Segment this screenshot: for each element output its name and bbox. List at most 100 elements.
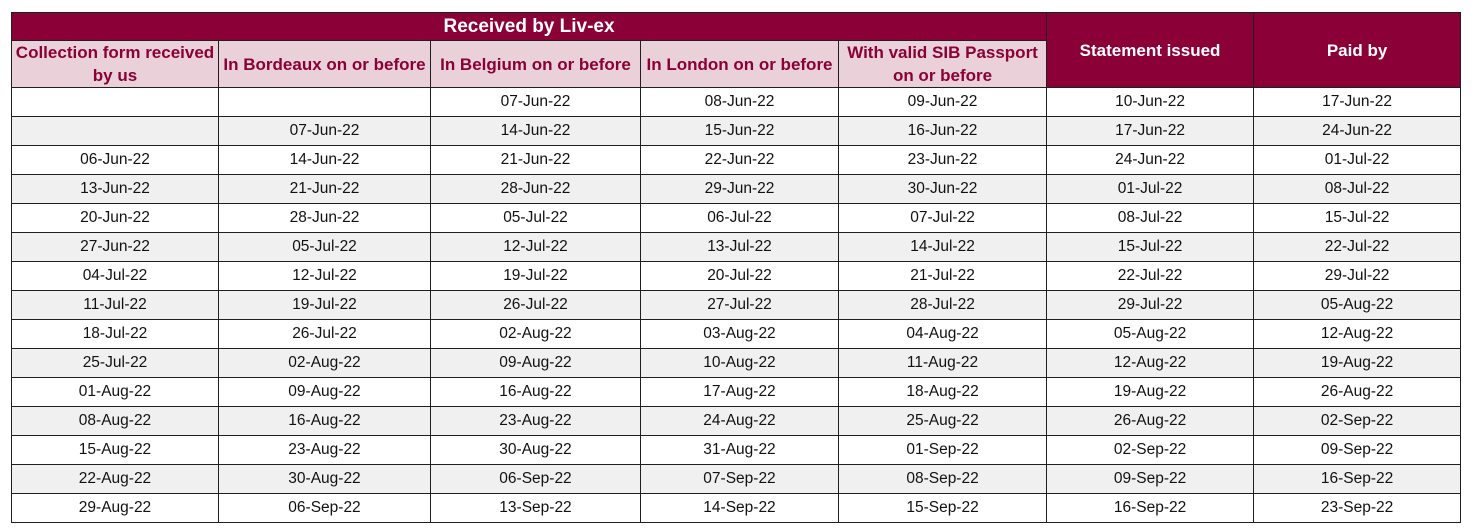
table-cell: 29-Jul-22 bbox=[1046, 290, 1255, 320]
table-cell: 20-Jun-22 bbox=[11, 203, 219, 233]
table-cell: 13-Jun-22 bbox=[11, 174, 219, 204]
schedule-table-container: Received by Liv-ex Statement issued Paid… bbox=[10, 12, 1462, 523]
table-cell: 11-Jul-22 bbox=[11, 290, 219, 320]
column-header-bordeaux: In Bordeaux on or before bbox=[218, 40, 431, 88]
table-cell: 01-Jul-22 bbox=[1253, 145, 1462, 175]
table-cell: 29-Jun-22 bbox=[640, 174, 839, 204]
table-cell: 21-Jun-22 bbox=[218, 174, 431, 204]
table-cell: 08-Jul-22 bbox=[1253, 174, 1462, 204]
column-header-belgium: In Belgium on or before bbox=[430, 40, 641, 88]
table-cell: 22-Jul-22 bbox=[1253, 232, 1462, 262]
table-cell: 30-Aug-22 bbox=[218, 464, 431, 494]
table-cell: 09-Sep-22 bbox=[1253, 435, 1462, 465]
table-cell: 01-Aug-22 bbox=[11, 377, 219, 407]
table-cell: 08-Sep-22 bbox=[837, 464, 1048, 494]
table-row: 01-Aug-22 09-Aug-22 16-Aug-22 17-Aug-22 18-A… bbox=[11, 377, 1462, 407]
table-cell: 29-Jul-22 bbox=[1253, 261, 1462, 291]
table-row: 27-Jun-22 05-Jul-22 12-Jul-22 13-Jul-22 14-J… bbox=[11, 232, 1462, 262]
table-cell: 19-Jul-22 bbox=[218, 290, 431, 320]
table-cell: 17-Jun-22 bbox=[1253, 87, 1462, 117]
table-cell: 15-Aug-22 bbox=[11, 435, 219, 465]
table-cell: 11-Aug-22 bbox=[837, 348, 1048, 378]
table-cell: 28-Jul-22 bbox=[837, 290, 1048, 320]
table-cell: 16-Aug-22 bbox=[430, 377, 641, 407]
table-cell: 04-Jul-22 bbox=[11, 261, 219, 291]
table-cell: 19-Aug-22 bbox=[1253, 348, 1462, 378]
table-cell: 15-Jul-22 bbox=[1253, 203, 1462, 233]
table-cell: 26-Jul-22 bbox=[430, 290, 641, 320]
table-cell: 02-Sep-22 bbox=[1046, 435, 1255, 465]
table-cell bbox=[218, 87, 431, 117]
table-cell: 28-Jun-22 bbox=[218, 203, 431, 233]
table-cell: 30-Jun-22 bbox=[837, 174, 1048, 204]
table-cell: 18-Jul-22 bbox=[11, 319, 219, 349]
group-header-received-by-livex: Received by Liv-ex bbox=[10, 12, 1048, 41]
table-cell: 16-Sep-22 bbox=[1046, 493, 1255, 523]
table-cell: 23-Jun-22 bbox=[837, 145, 1048, 175]
table-cell: 12-Aug-22 bbox=[1046, 348, 1255, 378]
table-cell bbox=[11, 116, 219, 146]
table-cell: 08-Aug-22 bbox=[11, 406, 219, 436]
table-cell: 06-Jul-22 bbox=[640, 203, 839, 233]
table-row: 08-Aug-22 16-Aug-22 23-Aug-22 24-Aug-22 25-A… bbox=[11, 406, 1462, 436]
settlement-schedule-table: Received by Liv-ex Statement issued Paid… bbox=[10, 12, 1462, 523]
table-cell: 22-Jun-22 bbox=[640, 145, 839, 175]
table-cell: 24-Jun-22 bbox=[1046, 145, 1255, 175]
column-header-london: In London on or before bbox=[640, 40, 839, 88]
table-cell: 14-Jun-22 bbox=[430, 116, 641, 146]
table-cell: 05-Aug-22 bbox=[1253, 290, 1462, 320]
table-cell: 22-Aug-22 bbox=[11, 464, 219, 494]
table-row: 25-Jul-22 02-Aug-22 09-Aug-22 10-Aug-22 11-A… bbox=[11, 348, 1462, 378]
table-cell: 02-Aug-22 bbox=[218, 348, 431, 378]
table-cell: 30-Aug-22 bbox=[430, 435, 641, 465]
table-cell: 09-Aug-22 bbox=[430, 348, 641, 378]
table-cell: 21-Jun-22 bbox=[430, 145, 641, 175]
table-cell: 14-Jul-22 bbox=[837, 232, 1048, 262]
table-row: 07-Jun-22 08-Jun-22 09-Jun-22 10-Jun-22 17-J… bbox=[11, 87, 1462, 117]
column-header-collection-form: Collection form received by us bbox=[11, 40, 219, 88]
table-cell: 13-Sep-22 bbox=[430, 493, 641, 523]
table-cell: 01-Jul-22 bbox=[1046, 174, 1255, 204]
table-cell: 20-Jul-22 bbox=[640, 261, 839, 291]
table-cell: 25-Jul-22 bbox=[11, 348, 219, 378]
table-cell: 26-Jul-22 bbox=[218, 319, 431, 349]
table-cell: 12-Jul-22 bbox=[218, 261, 431, 291]
table-row: 22-Aug-22 30-Aug-22 06-Sep-22 07-Sep-22 08-S… bbox=[11, 464, 1462, 494]
table-row: 11-Jul-22 19-Jul-22 26-Jul-22 27-Jul-22 28-J… bbox=[11, 290, 1462, 320]
table-cell: 16-Jun-22 bbox=[837, 116, 1048, 146]
table-cell: 07-Jun-22 bbox=[430, 87, 641, 117]
table-cell: 16-Aug-22 bbox=[218, 406, 431, 436]
table-cell: 21-Jul-22 bbox=[837, 261, 1048, 291]
table-row: 20-Jun-22 28-Jun-22 05-Jul-22 06-Jul-22 07-J… bbox=[11, 203, 1462, 233]
table-cell: 12-Aug-22 bbox=[1253, 319, 1462, 349]
table-cell: 25-Aug-22 bbox=[837, 406, 1048, 436]
table-cell: 28-Jun-22 bbox=[430, 174, 641, 204]
column-header-sib-passport: With valid SIB Passport on or before bbox=[837, 40, 1048, 88]
table-cell: 15-Jul-22 bbox=[1046, 232, 1255, 262]
table-cell: 14-Sep-22 bbox=[640, 493, 839, 523]
table-cell: 19-Aug-22 bbox=[1046, 377, 1255, 407]
table-cell: 24-Jun-22 bbox=[1253, 116, 1462, 146]
table-cell: 08-Jun-22 bbox=[640, 87, 839, 117]
table-cell: 02-Aug-22 bbox=[430, 319, 641, 349]
table-cell: 31-Aug-22 bbox=[640, 435, 839, 465]
table-body: 07-Jun-22 08-Jun-22 09-Jun-22 10-Jun-22 17-J… bbox=[11, 87, 1462, 523]
table-cell: 24-Aug-22 bbox=[640, 406, 839, 436]
table-cell: 26-Aug-22 bbox=[1046, 406, 1255, 436]
table-cell: 23-Aug-22 bbox=[218, 435, 431, 465]
table-cell bbox=[11, 87, 219, 117]
table-cell: 01-Sep-22 bbox=[837, 435, 1048, 465]
table-cell: 17-Jun-22 bbox=[1046, 116, 1255, 146]
table-row: 15-Aug-22 23-Aug-22 30-Aug-22 31-Aug-22 01-S… bbox=[11, 435, 1462, 465]
table-cell: 09-Sep-22 bbox=[1046, 464, 1255, 494]
column-header-statement-issued: Statement issued bbox=[1046, 12, 1255, 88]
table-cell: 23-Sep-22 bbox=[1253, 493, 1462, 523]
table-row: 06-Jun-22 14-Jun-22 21-Jun-22 22-Jun-22 23-J… bbox=[11, 145, 1462, 175]
table-cell: 16-Sep-22 bbox=[1253, 464, 1462, 494]
table-cell: 27-Jun-22 bbox=[11, 232, 219, 262]
table-cell: 12-Jul-22 bbox=[430, 232, 641, 262]
table-cell: 19-Jul-22 bbox=[430, 261, 641, 291]
table-cell: 06-Sep-22 bbox=[218, 493, 431, 523]
table-cell: 15-Sep-22 bbox=[837, 493, 1048, 523]
table-cell: 03-Aug-22 bbox=[640, 319, 839, 349]
